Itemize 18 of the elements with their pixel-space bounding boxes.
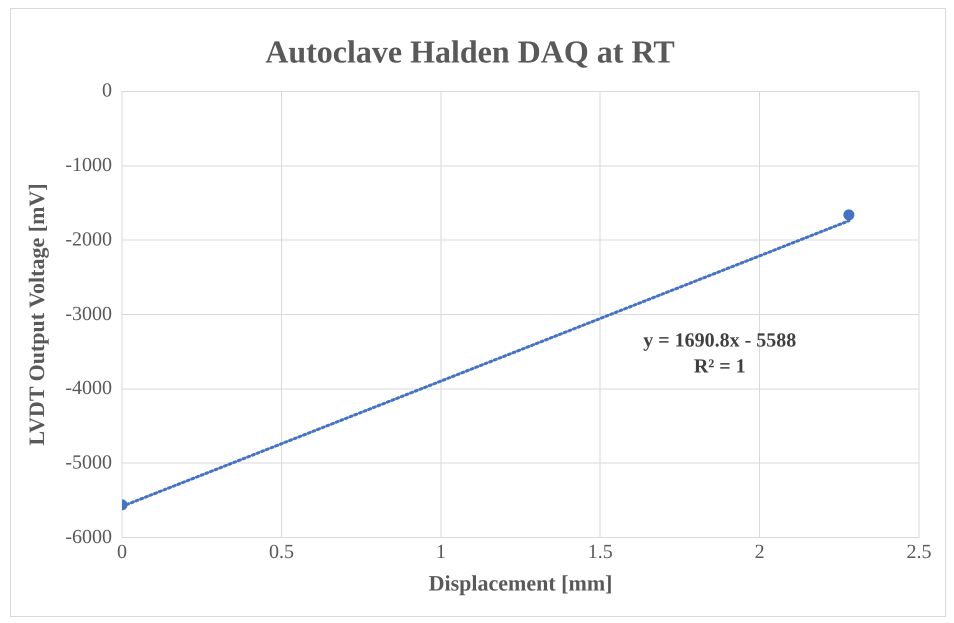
y-axis-title: LVDT Output Voltage [mV] bbox=[24, 183, 49, 446]
x-tick-label: 0 bbox=[117, 540, 128, 563]
y-tick-label: -4000 bbox=[65, 377, 112, 400]
x-tick-label: 0.5 bbox=[268, 540, 294, 563]
x-tick-label: 1.5 bbox=[588, 540, 613, 563]
chart-title: Autoclave Halden DAQ at RT bbox=[265, 33, 675, 70]
y-tick-label: -6000 bbox=[65, 526, 112, 548]
y-tick-label: -5000 bbox=[65, 451, 112, 474]
y-tick-label: -2000 bbox=[65, 228, 112, 250]
annotation: y = 1690.8x - 5588 bbox=[643, 329, 796, 352]
y-tick-label: 0 bbox=[102, 80, 112, 102]
y-tick-label: -3000 bbox=[65, 302, 112, 325]
annotation: R² = 1 bbox=[694, 355, 746, 378]
y-tick-label: -1000 bbox=[65, 154, 112, 176]
x-tick-label: 2.5 bbox=[906, 540, 932, 563]
x-axis-title: Displacement [mm] bbox=[428, 570, 612, 596]
x-tick-label: 1 bbox=[436, 540, 446, 563]
x-tick-label: 2 bbox=[754, 540, 765, 563]
